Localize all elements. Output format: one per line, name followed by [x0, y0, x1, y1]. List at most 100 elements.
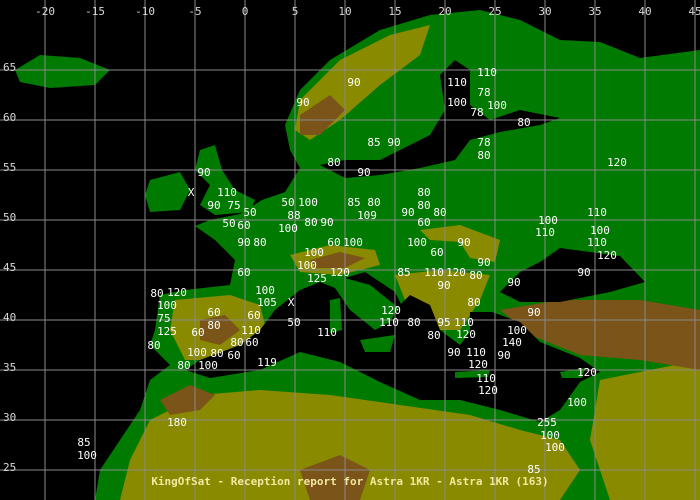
reception-value: 100: [538, 213, 558, 227]
reception-value: 90: [347, 75, 361, 89]
reception-value: 80: [407, 315, 421, 329]
reception-value: 110: [317, 325, 337, 339]
reception-value: 50: [281, 195, 295, 209]
longitude-label: 40: [638, 5, 652, 18]
longitude-label: 30: [538, 5, 552, 18]
reception-value: 125: [307, 271, 327, 285]
reception-value: 120: [456, 327, 476, 341]
reception-value: 110: [447, 75, 467, 89]
reception-value: 80: [147, 338, 161, 352]
reception-value: 50: [287, 315, 301, 329]
reception-value: 90: [527, 305, 541, 319]
reception-value: 90: [477, 255, 491, 269]
sicily: [360, 335, 395, 352]
sahara-upland: [120, 390, 580, 500]
reception-value: 120: [381, 303, 401, 317]
reception-value: 110: [466, 345, 486, 359]
reception-value: 100: [304, 245, 324, 259]
reception-value: 119: [257, 355, 277, 369]
reception-value: 255: [537, 415, 557, 429]
reception-value: 100: [297, 258, 317, 272]
reception-value: 180: [167, 415, 187, 429]
reception-value: 110: [587, 235, 607, 249]
ireland: [145, 172, 190, 212]
anatolia: [500, 300, 700, 370]
longitude-label: 15: [388, 5, 402, 18]
latitude-label: 45: [3, 261, 17, 274]
reception-value: 140: [502, 335, 522, 349]
reception-value: 80: [230, 335, 244, 349]
longitude-label: 0: [241, 5, 249, 18]
reception-value: 90: [207, 198, 221, 212]
reception-value: 100: [343, 235, 363, 249]
reception-value: 90: [237, 235, 251, 249]
reception-value: 80: [433, 205, 447, 219]
reception-value: 100: [507, 323, 527, 337]
reception-value: 110: [241, 323, 261, 337]
longitude-label: 45: [688, 5, 700, 18]
reception-value: 110: [535, 225, 555, 239]
black-sea: [500, 248, 645, 302]
reception-value: 90: [387, 135, 401, 149]
reception-value: 100: [545, 440, 565, 454]
reception-value: 85: [77, 435, 91, 449]
reception-value: 100: [447, 95, 467, 109]
reception-value: 95: [437, 315, 451, 329]
reception-value: 80: [367, 195, 381, 209]
reception-value: 120: [167, 285, 187, 299]
reception-value: 110: [477, 65, 497, 79]
reception-value: 120: [577, 365, 597, 379]
reception-value: 90: [507, 275, 521, 289]
location-marker: X: [187, 185, 195, 199]
reception-value: 80: [417, 185, 431, 199]
reception-value: 80: [210, 346, 224, 360]
reception-value: 60: [417, 215, 431, 229]
latitude-label: 35: [3, 361, 17, 374]
reception-value: 88: [287, 208, 301, 222]
reception-value: 78: [470, 105, 484, 119]
latitude-label: 30: [3, 411, 17, 424]
reception-value: 110: [424, 265, 444, 279]
latitude-label: 25: [3, 461, 17, 474]
reception-value: 60: [327, 235, 341, 249]
reception-value: 100: [487, 98, 507, 112]
latitude-label: 55: [3, 161, 17, 174]
reception-value: 85: [347, 195, 361, 209]
atlas-mountains: [160, 385, 215, 415]
reception-value: 85: [367, 135, 381, 149]
longitude-label: 35: [588, 5, 602, 18]
reception-value: 110: [217, 185, 237, 199]
reception-value: 120: [478, 383, 498, 397]
longitude-label: 25: [488, 5, 502, 18]
map-caption: KingOfSat - Reception report for Astra 1…: [0, 476, 700, 488]
alps-peaks: [310, 252, 365, 268]
reception-value: 90: [357, 165, 371, 179]
reception-value: 109: [357, 208, 377, 222]
reception-value: 85: [397, 265, 411, 279]
sardinia-corsica: [330, 298, 342, 333]
reception-value: 80: [150, 286, 164, 300]
reception-value: 90: [401, 205, 415, 219]
mediterranean-sea: [185, 282, 600, 422]
reception-value: 80: [469, 268, 483, 282]
carpathians: [420, 225, 500, 262]
reception-value: 60: [191, 325, 205, 339]
reception-value: 90: [197, 165, 211, 179]
reception-value: 60: [207, 305, 221, 319]
reception-value: 100: [540, 428, 560, 442]
reception-value: 105: [257, 295, 277, 309]
reception-value: 60: [247, 308, 261, 322]
reception-value: 80: [477, 148, 491, 162]
reception-value: 60: [227, 348, 241, 362]
map-caption-text: KingOfSat - Reception report for Astra 1…: [151, 475, 549, 488]
reception-value: 125: [157, 324, 177, 338]
longitude-label: -10: [135, 5, 155, 18]
reception-value: 80: [467, 295, 481, 309]
reception-value: 100: [77, 448, 97, 462]
reception-value: 80: [417, 198, 431, 212]
reception-value: 75: [157, 311, 171, 325]
reception-value: 80: [304, 215, 318, 229]
